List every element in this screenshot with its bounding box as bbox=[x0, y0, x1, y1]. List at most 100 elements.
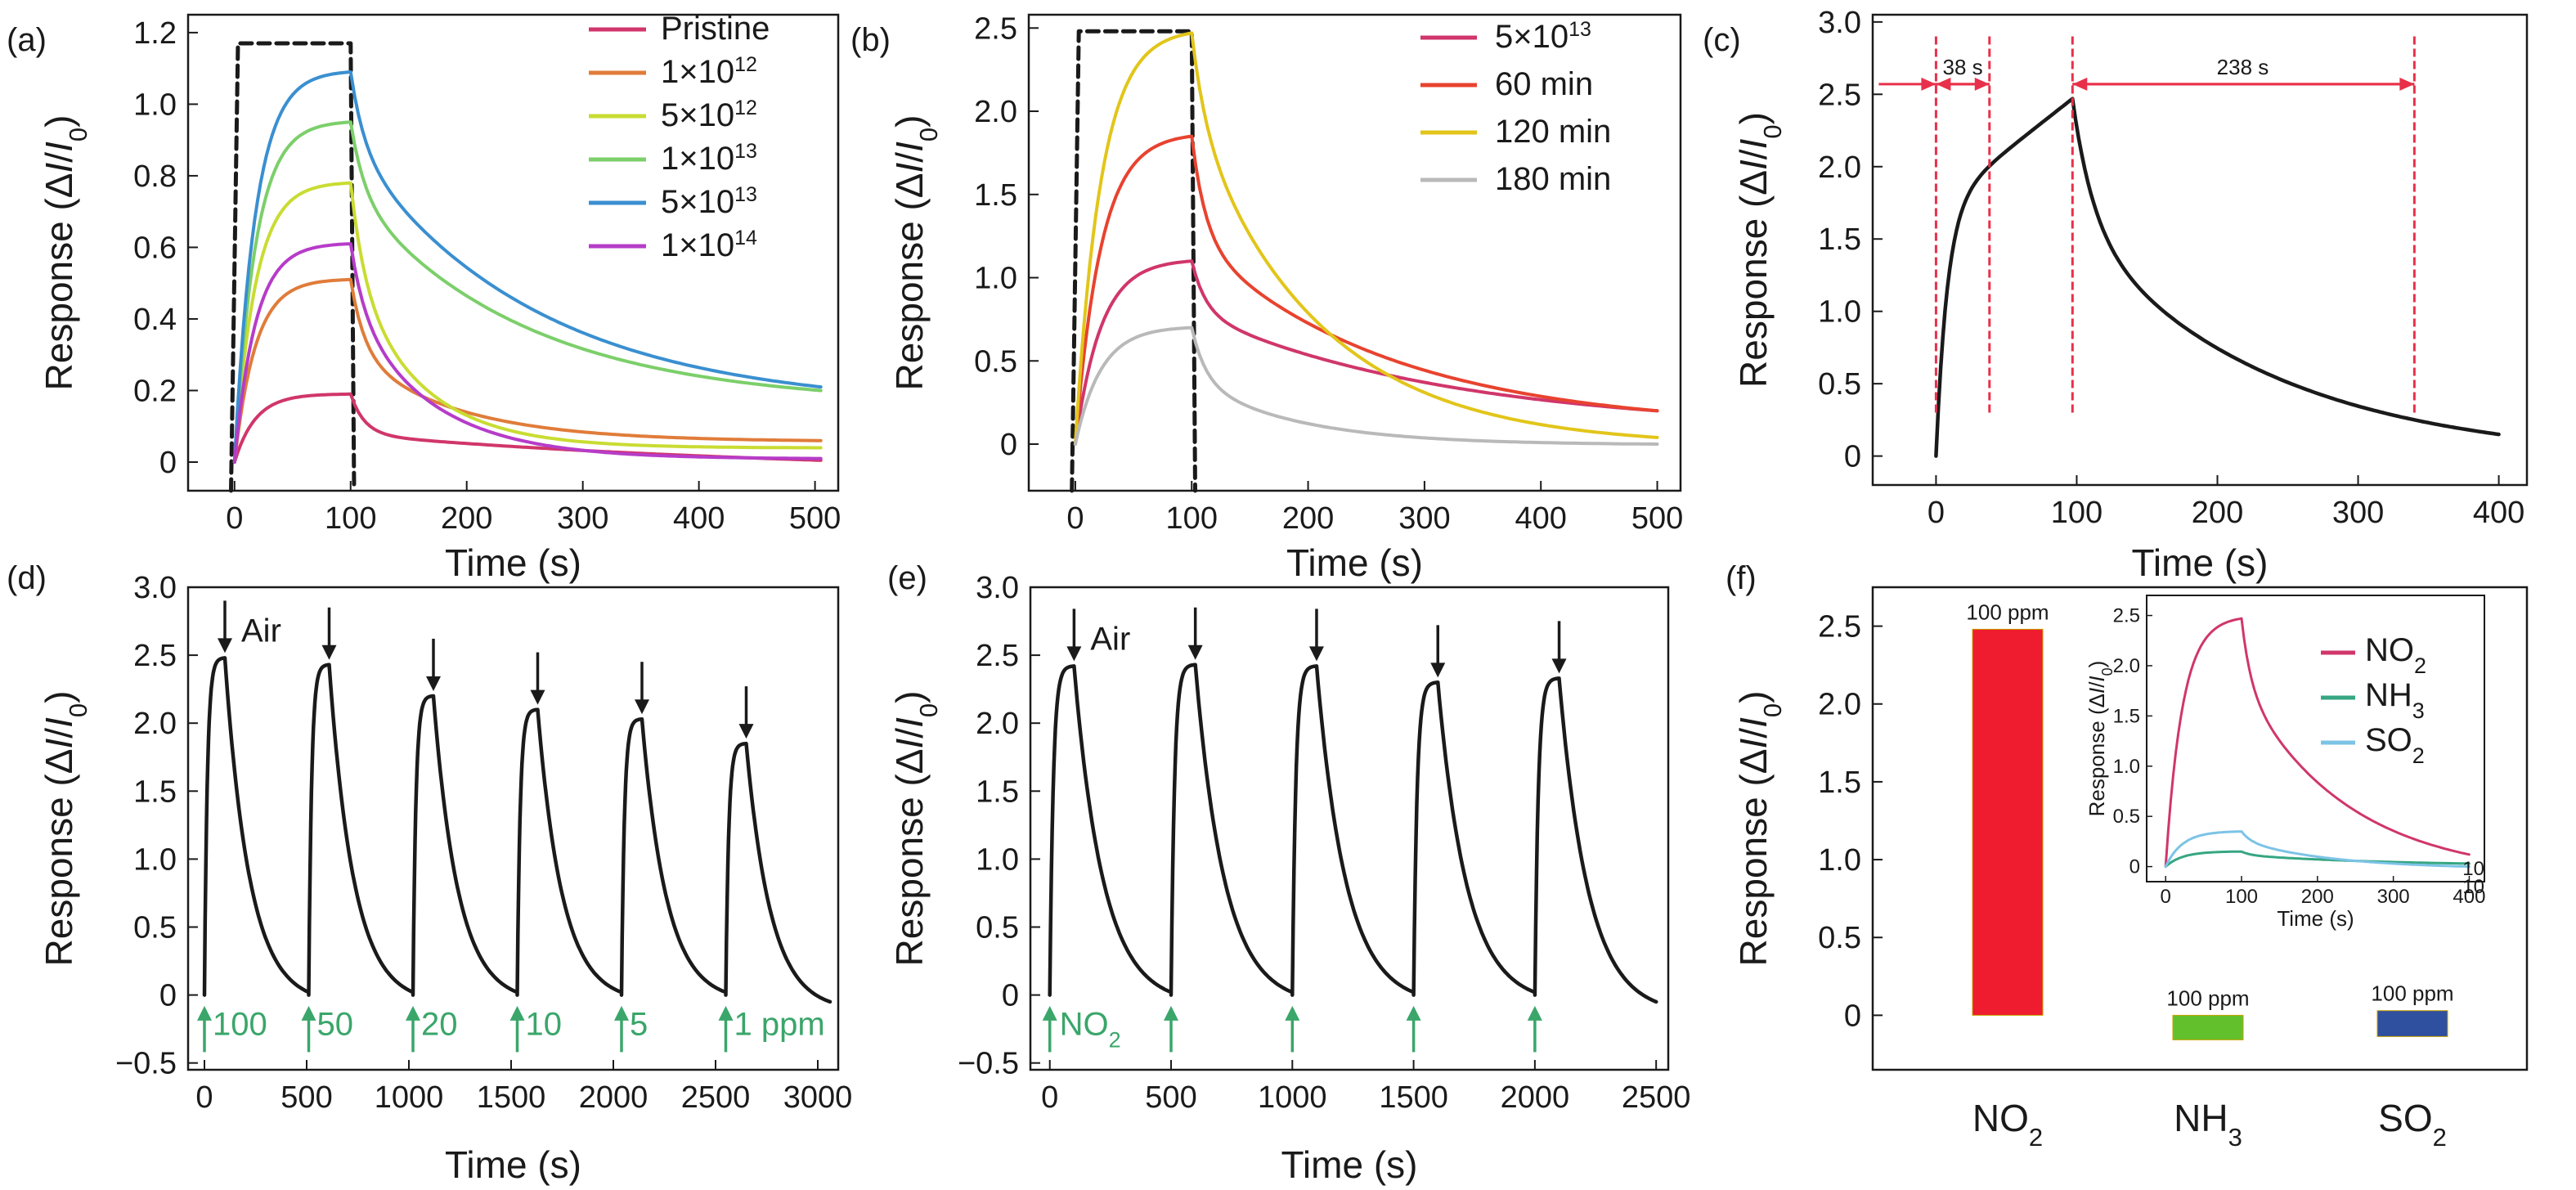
y-tick-label: 0 bbox=[1844, 440, 1861, 474]
legend-label: 120 min bbox=[1495, 114, 1611, 150]
concentration-label: 50 bbox=[317, 1006, 354, 1042]
gas-arrow-head bbox=[197, 1005, 212, 1021]
inset-y-tick-label: 0.5 bbox=[2113, 806, 2140, 828]
series-line-5 bbox=[232, 70, 823, 464]
y-tick-label: 2.5 bbox=[976, 639, 1019, 673]
y-tick-label: 1.0 bbox=[1818, 843, 1861, 878]
y-tick-label: 3.0 bbox=[133, 571, 177, 605]
y-tick-label: 2.5 bbox=[1818, 610, 1861, 644]
plot-frame bbox=[186, 586, 840, 1071]
x-tick-label: 200 bbox=[2192, 496, 2243, 530]
gas-arrow-head bbox=[1406, 1005, 1421, 1021]
air-arrow-head bbox=[1430, 662, 1446, 678]
y-axis-title: Response (ΔI/I0) bbox=[1732, 112, 1787, 388]
y-axis-title: Response (ΔI/I0) bbox=[1732, 691, 1787, 967]
gas-pulse bbox=[1070, 29, 1197, 493]
bar-no2 bbox=[1972, 628, 2044, 1016]
series-line-2 bbox=[1073, 134, 1659, 446]
x-axis-title: Time (s) bbox=[1281, 1143, 1418, 1186]
gas-arrow-head bbox=[614, 1005, 629, 1021]
y-tick-label: 0 bbox=[159, 979, 177, 1013]
panel-d: −0.5 0 0.5 1.0 1.5 2.0 2.5 3.0 0 500 1000 1500 2000 2… bbox=[7, 560, 852, 1186]
inset-legend-label: NH3 bbox=[2365, 677, 2425, 723]
y-tick-label: 0.5 bbox=[976, 910, 1019, 945]
inset-y-axis-title: Response (ΔI/I0) bbox=[2085, 661, 2116, 817]
y-axis-title-text: Response (ΔI/I0) bbox=[38, 115, 92, 391]
x-tick-label: 400 bbox=[1515, 501, 1567, 536]
marker-label: 38 s bbox=[1943, 55, 1983, 79]
x-tick-label: 0 bbox=[1928, 496, 1945, 530]
y-axis-title-text: Response (ΔI/I0) bbox=[888, 115, 943, 391]
y-tick-label: 1.0 bbox=[976, 842, 1019, 877]
bar-value-label: 100 ppm bbox=[2371, 981, 2453, 1006]
x-tick-label: 200 bbox=[441, 501, 492, 536]
marker-arrow-head bbox=[1921, 77, 1936, 91]
x-tick-label: 400 bbox=[673, 501, 725, 536]
y-axis-title-text: Response (ΔI/I0) bbox=[888, 691, 943, 967]
air-arrow-head bbox=[1308, 646, 1324, 662]
air-arrow-head bbox=[1187, 644, 1203, 660]
legend-label: 1×1014 bbox=[661, 227, 757, 263]
y-tick-label: 0.5 bbox=[974, 344, 1017, 379]
response-line bbox=[1934, 97, 2501, 458]
y-tick-label: 1.0 bbox=[133, 88, 177, 122]
inset-edge-label: 10 bbox=[2462, 876, 2484, 898]
marker-arrow-head bbox=[1974, 77, 1990, 91]
inset-legend-label: NO2 bbox=[2365, 632, 2426, 678]
y-axis-title-text: Response (ΔI/I0) bbox=[1732, 691, 1787, 967]
series-line-1 bbox=[1073, 259, 1659, 446]
x-tick-label: 300 bbox=[2332, 496, 2384, 530]
inset-y-tick-label: 2.0 bbox=[2113, 655, 2140, 677]
y-tick-label: 1.5 bbox=[1818, 766, 1861, 800]
x-tick-label: 0 bbox=[1041, 1080, 1058, 1115]
y-tick-label: 3.0 bbox=[976, 571, 1019, 605]
concentration-label: 10 bbox=[526, 1006, 563, 1042]
y-axis-title-text: Response (ΔI/I0) bbox=[38, 691, 92, 967]
inset-edge-label: 10 bbox=[2462, 858, 2484, 880]
y-tick-label: 2.0 bbox=[974, 95, 1017, 129]
panel-e: −0.5 0 0.5 1.0 1.5 2.0 2.5 3.0 0 500 1000 1500 2000 2… bbox=[887, 560, 1690, 1186]
x-tick-label: 3000 bbox=[783, 1080, 853, 1115]
panel-label-d: (d) bbox=[7, 560, 47, 596]
response-line bbox=[1048, 662, 1658, 1004]
air-arrow-head bbox=[530, 689, 545, 705]
legend-label: 1×1012 bbox=[661, 53, 757, 90]
x-tick-label: 2000 bbox=[1501, 1080, 1570, 1115]
x-tick-label: 2000 bbox=[579, 1080, 648, 1115]
series-line-3 bbox=[232, 181, 823, 464]
x-tick-label: 100 bbox=[2051, 496, 2103, 530]
inset-x-axis-title: Time (s) bbox=[2277, 906, 2354, 931]
x-tick-label: 500 bbox=[1145, 1080, 1196, 1115]
x-tick-label: 500 bbox=[280, 1080, 332, 1115]
x-tick-label: 2500 bbox=[681, 1080, 751, 1115]
air-arrow-head bbox=[1551, 658, 1567, 674]
plot-frame bbox=[1027, 13, 1682, 492]
x-tick-label: 100 bbox=[325, 501, 376, 536]
series-line-2 bbox=[232, 277, 823, 464]
y-tick-label: 0 bbox=[159, 446, 177, 480]
inset-series-line bbox=[2164, 617, 2471, 869]
gas-label: NO2 bbox=[1060, 1006, 1121, 1052]
gas-pulse bbox=[229, 41, 357, 493]
y-tick-label: 1.0 bbox=[133, 842, 177, 877]
air-label: Air bbox=[241, 613, 281, 649]
y-tick-label: 2.0 bbox=[1818, 688, 1861, 722]
plot-frame bbox=[186, 13, 840, 492]
x-axis-title: Time (s) bbox=[445, 1143, 581, 1186]
x-tick-label: 300 bbox=[557, 501, 608, 536]
plot-frame bbox=[1871, 13, 2529, 487]
category-label: SO2 bbox=[2378, 1097, 2447, 1152]
air-arrow-head bbox=[218, 638, 232, 653]
x-tick-label: 0 bbox=[1066, 501, 1084, 536]
x-tick-label: 1000 bbox=[1258, 1080, 1327, 1115]
y-tick-label: 3.0 bbox=[1818, 6, 1861, 40]
marker-arrow-head bbox=[2072, 77, 2088, 91]
y-tick-label: 1.0 bbox=[1818, 295, 1861, 330]
x-axis-title: Time (s) bbox=[1286, 541, 1423, 584]
panel-c: 0 0.5 1.0 1.5 2.0 2.5 3.0 0 100 200 300 400 (c) Respo… bbox=[1703, 6, 2529, 584]
y-tick-label: 0 bbox=[1844, 999, 1861, 1033]
air-arrow-head bbox=[1066, 646, 1082, 662]
inset-legend-label: SO2 bbox=[2365, 722, 2425, 768]
x-tick-label: 1000 bbox=[375, 1080, 444, 1115]
